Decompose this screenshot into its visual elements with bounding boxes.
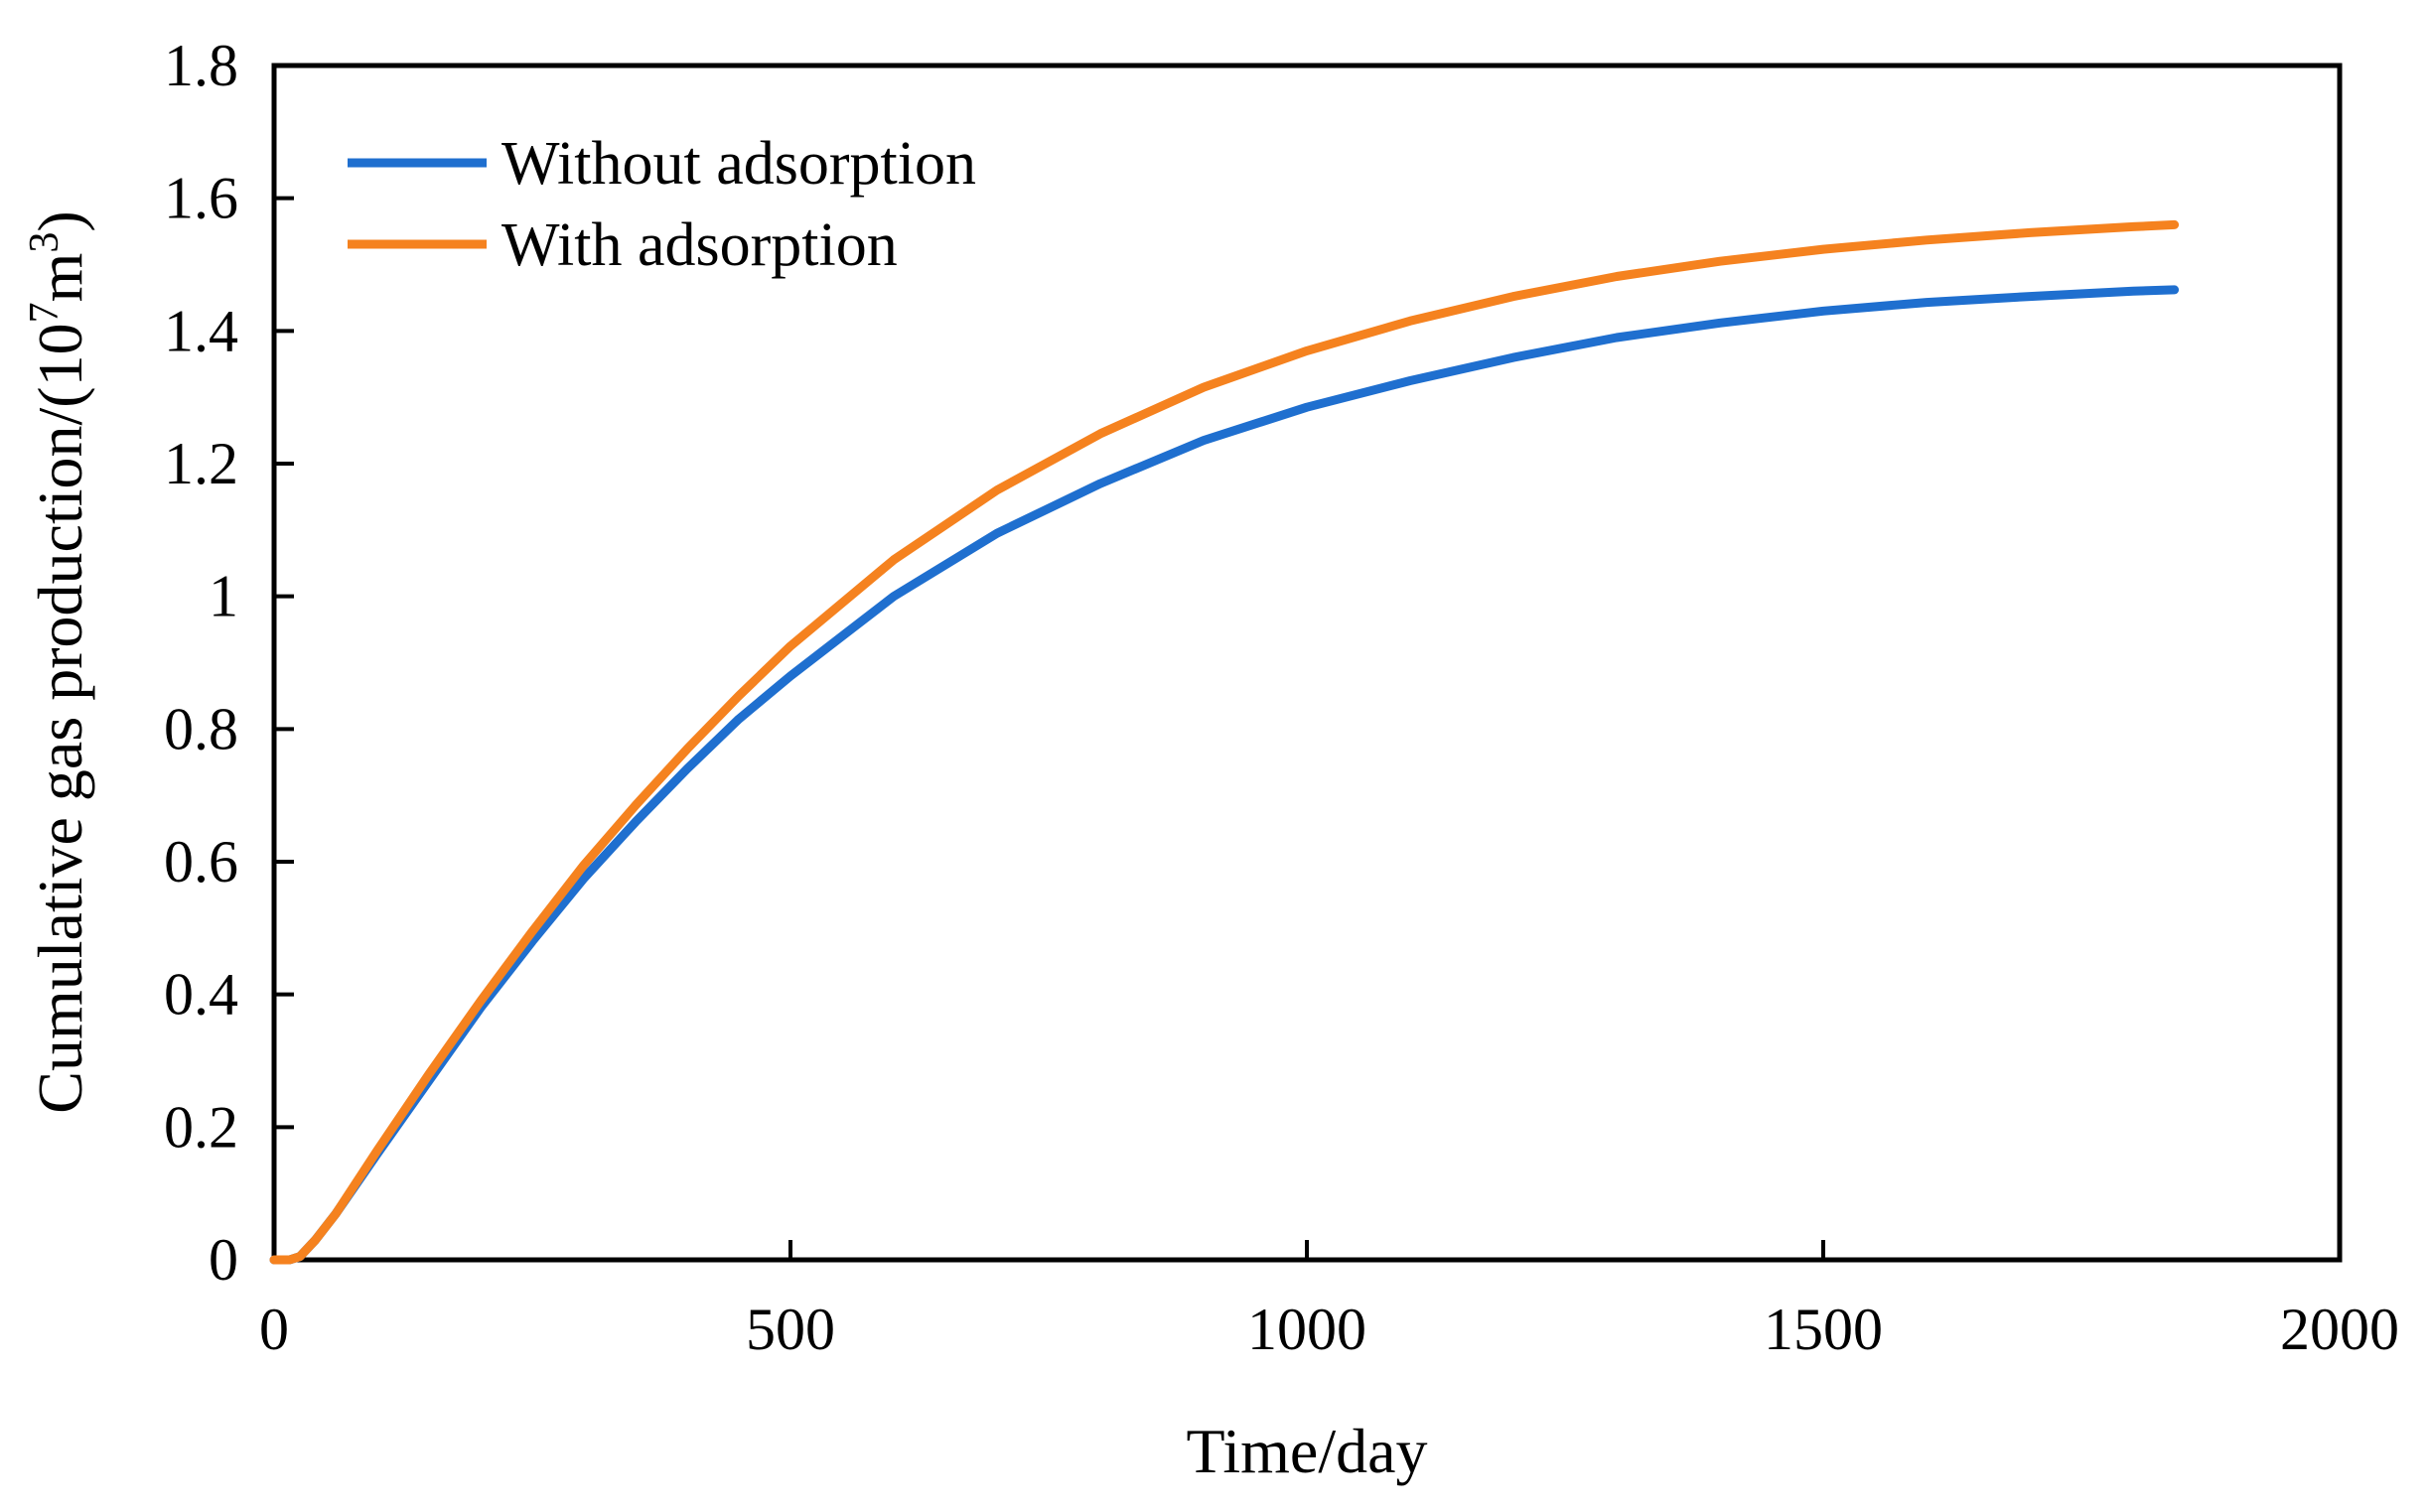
y-axis-title: Cumulative gas production/(107m3) xyxy=(22,210,95,1113)
y-axis-title-unit: m xyxy=(25,253,95,303)
series-line-without-adsorption xyxy=(269,285,2180,1265)
y-tick-label: 0.8 xyxy=(164,696,238,761)
legend-label-with-adsorption: With adsorption xyxy=(501,211,898,279)
y-tick-label: 1.2 xyxy=(164,431,238,496)
y-tick-label: 1 xyxy=(209,564,238,629)
y-axis-title-prefix: Cumulative gas production/(10 xyxy=(25,323,95,1113)
x-axis-ticks: 0 500 1000 1500 2000 xyxy=(259,1240,2399,1362)
y-tick-label: 0.6 xyxy=(164,829,238,894)
y-tick-label: 0 xyxy=(209,1227,238,1293)
y-tick-label: 1.6 xyxy=(164,166,238,231)
x-axis-title: Time/day xyxy=(1187,1416,1428,1486)
y-axis-title-exponent-1: 7 xyxy=(22,302,68,323)
y-axis-ticks: 0 0.2 0.4 0.6 0.8 1 1.2 1.4 1.6 1.8 xyxy=(164,33,294,1293)
legend-label-without-adsorption: Without adsorption xyxy=(501,130,976,198)
y-tick-label: 0.2 xyxy=(164,1094,238,1160)
y-axis-title-exponent-2: 3 xyxy=(22,232,68,253)
x-tick-label: 1000 xyxy=(1247,1297,1366,1362)
series-layer xyxy=(269,219,2180,1265)
x-tick-label: 0 xyxy=(259,1297,289,1362)
legend: Without adsorption With adsorption xyxy=(348,130,976,279)
y-tick-label: 1.4 xyxy=(164,298,238,363)
x-tick-label: 500 xyxy=(746,1297,835,1362)
x-tick-label: 1500 xyxy=(1764,1297,1883,1362)
y-tick-label: 0.4 xyxy=(164,962,238,1028)
y-axis-title-suffix: ) xyxy=(25,210,95,231)
series-line-with-adsorption xyxy=(269,219,2180,1265)
x-tick-label: 2000 xyxy=(2280,1297,2399,1362)
y-tick-label: 1.8 xyxy=(164,33,238,98)
